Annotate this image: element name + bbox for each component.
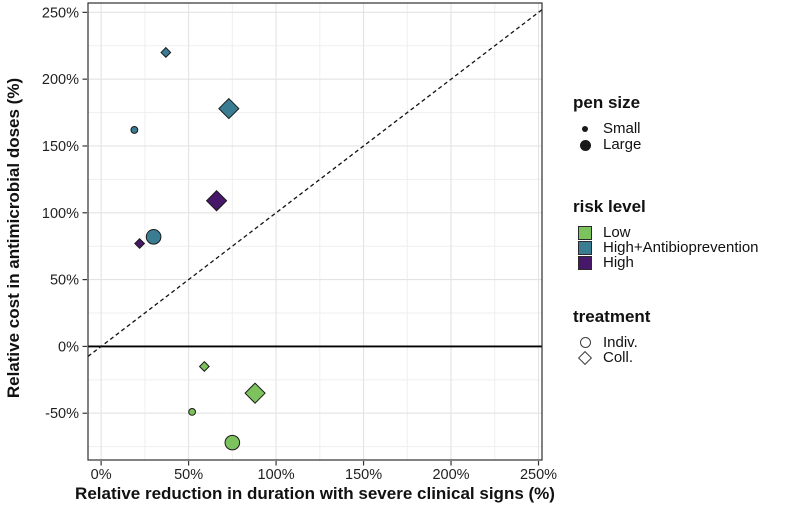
- legend-risk-level-title: risk level: [573, 197, 646, 216]
- data-point: [244, 382, 266, 404]
- y-tick-label: 250%: [42, 5, 79, 21]
- y-tick-label: 50%: [50, 273, 79, 289]
- data-point: [188, 407, 196, 416]
- legend-pen-size-title: pen size: [573, 93, 641, 112]
- x-axis-title: Relative reduction in duration with seve…: [75, 484, 555, 503]
- legend-treatment: treatment Indiv. Coll.: [570, 306, 650, 365]
- open-diamond-icon: [577, 350, 593, 365]
- legend-treatment-title: treatment: [573, 307, 651, 326]
- panel-border: [87, 2, 543, 461]
- x-tick-label: 100%: [258, 467, 295, 483]
- data-point: [134, 238, 146, 250]
- large-point-icon: [579, 139, 591, 151]
- y-tick-label: 0%: [58, 339, 79, 355]
- data-point: [145, 229, 162, 245]
- legend-item-high: High: [573, 255, 759, 270]
- legend-item-label: High: [603, 254, 634, 271]
- data-point: [218, 97, 240, 120]
- x-tick-label: 50%: [174, 467, 203, 483]
- open-circle-icon: [579, 337, 591, 348]
- identity-line: [87, 9, 543, 357]
- y-tick-label: 200%: [42, 72, 79, 88]
- legend-item-label: Large: [603, 136, 642, 153]
- data-point: [205, 190, 228, 212]
- low-risk-swatch-icon: [578, 225, 592, 240]
- data-point: [224, 434, 241, 451]
- legend-item-label: Indiv.: [603, 334, 638, 351]
- data-point: [160, 46, 172, 58]
- x-tick-label: 0%: [91, 467, 112, 483]
- legend-risk-level: risk level Low High+Antibioprevention Hi…: [570, 196, 759, 270]
- legend-item-coll: Coll.: [573, 350, 650, 365]
- y-tick-label: 150%: [42, 139, 79, 155]
- y-tick-label: 100%: [42, 206, 79, 222]
- legend-item-label: Low: [603, 224, 631, 241]
- x-tick-label: 150%: [345, 467, 382, 483]
- legend-item-label: Small: [603, 120, 641, 137]
- x-tick-label: 200%: [432, 467, 469, 483]
- legend-item-indiv: Indiv.: [573, 335, 650, 350]
- legend-item-large: Large: [573, 137, 641, 153]
- x-tick-label: 250%: [520, 467, 557, 483]
- legend-item-low: Low: [573, 225, 759, 240]
- legend-item-high-antibioprevention: High+Antibioprevention: [573, 240, 759, 255]
- high-risk-swatch-icon: [578, 255, 592, 270]
- legend-pen-size: pen size Small Large: [570, 92, 641, 153]
- data-point: [130, 126, 139, 134]
- legend-item-label: High+Antibioprevention: [603, 239, 759, 256]
- legend-item-small: Small: [573, 121, 641, 137]
- data-point: [198, 360, 210, 372]
- small-point-icon: [582, 126, 588, 132]
- high-ab-risk-swatch-icon: [578, 240, 592, 255]
- y-tick-label: -50%: [45, 406, 79, 422]
- legend-item-label: Coll.: [603, 349, 634, 366]
- y-axis-title: Relative cost in antimicrobial doses (%): [4, 77, 23, 399]
